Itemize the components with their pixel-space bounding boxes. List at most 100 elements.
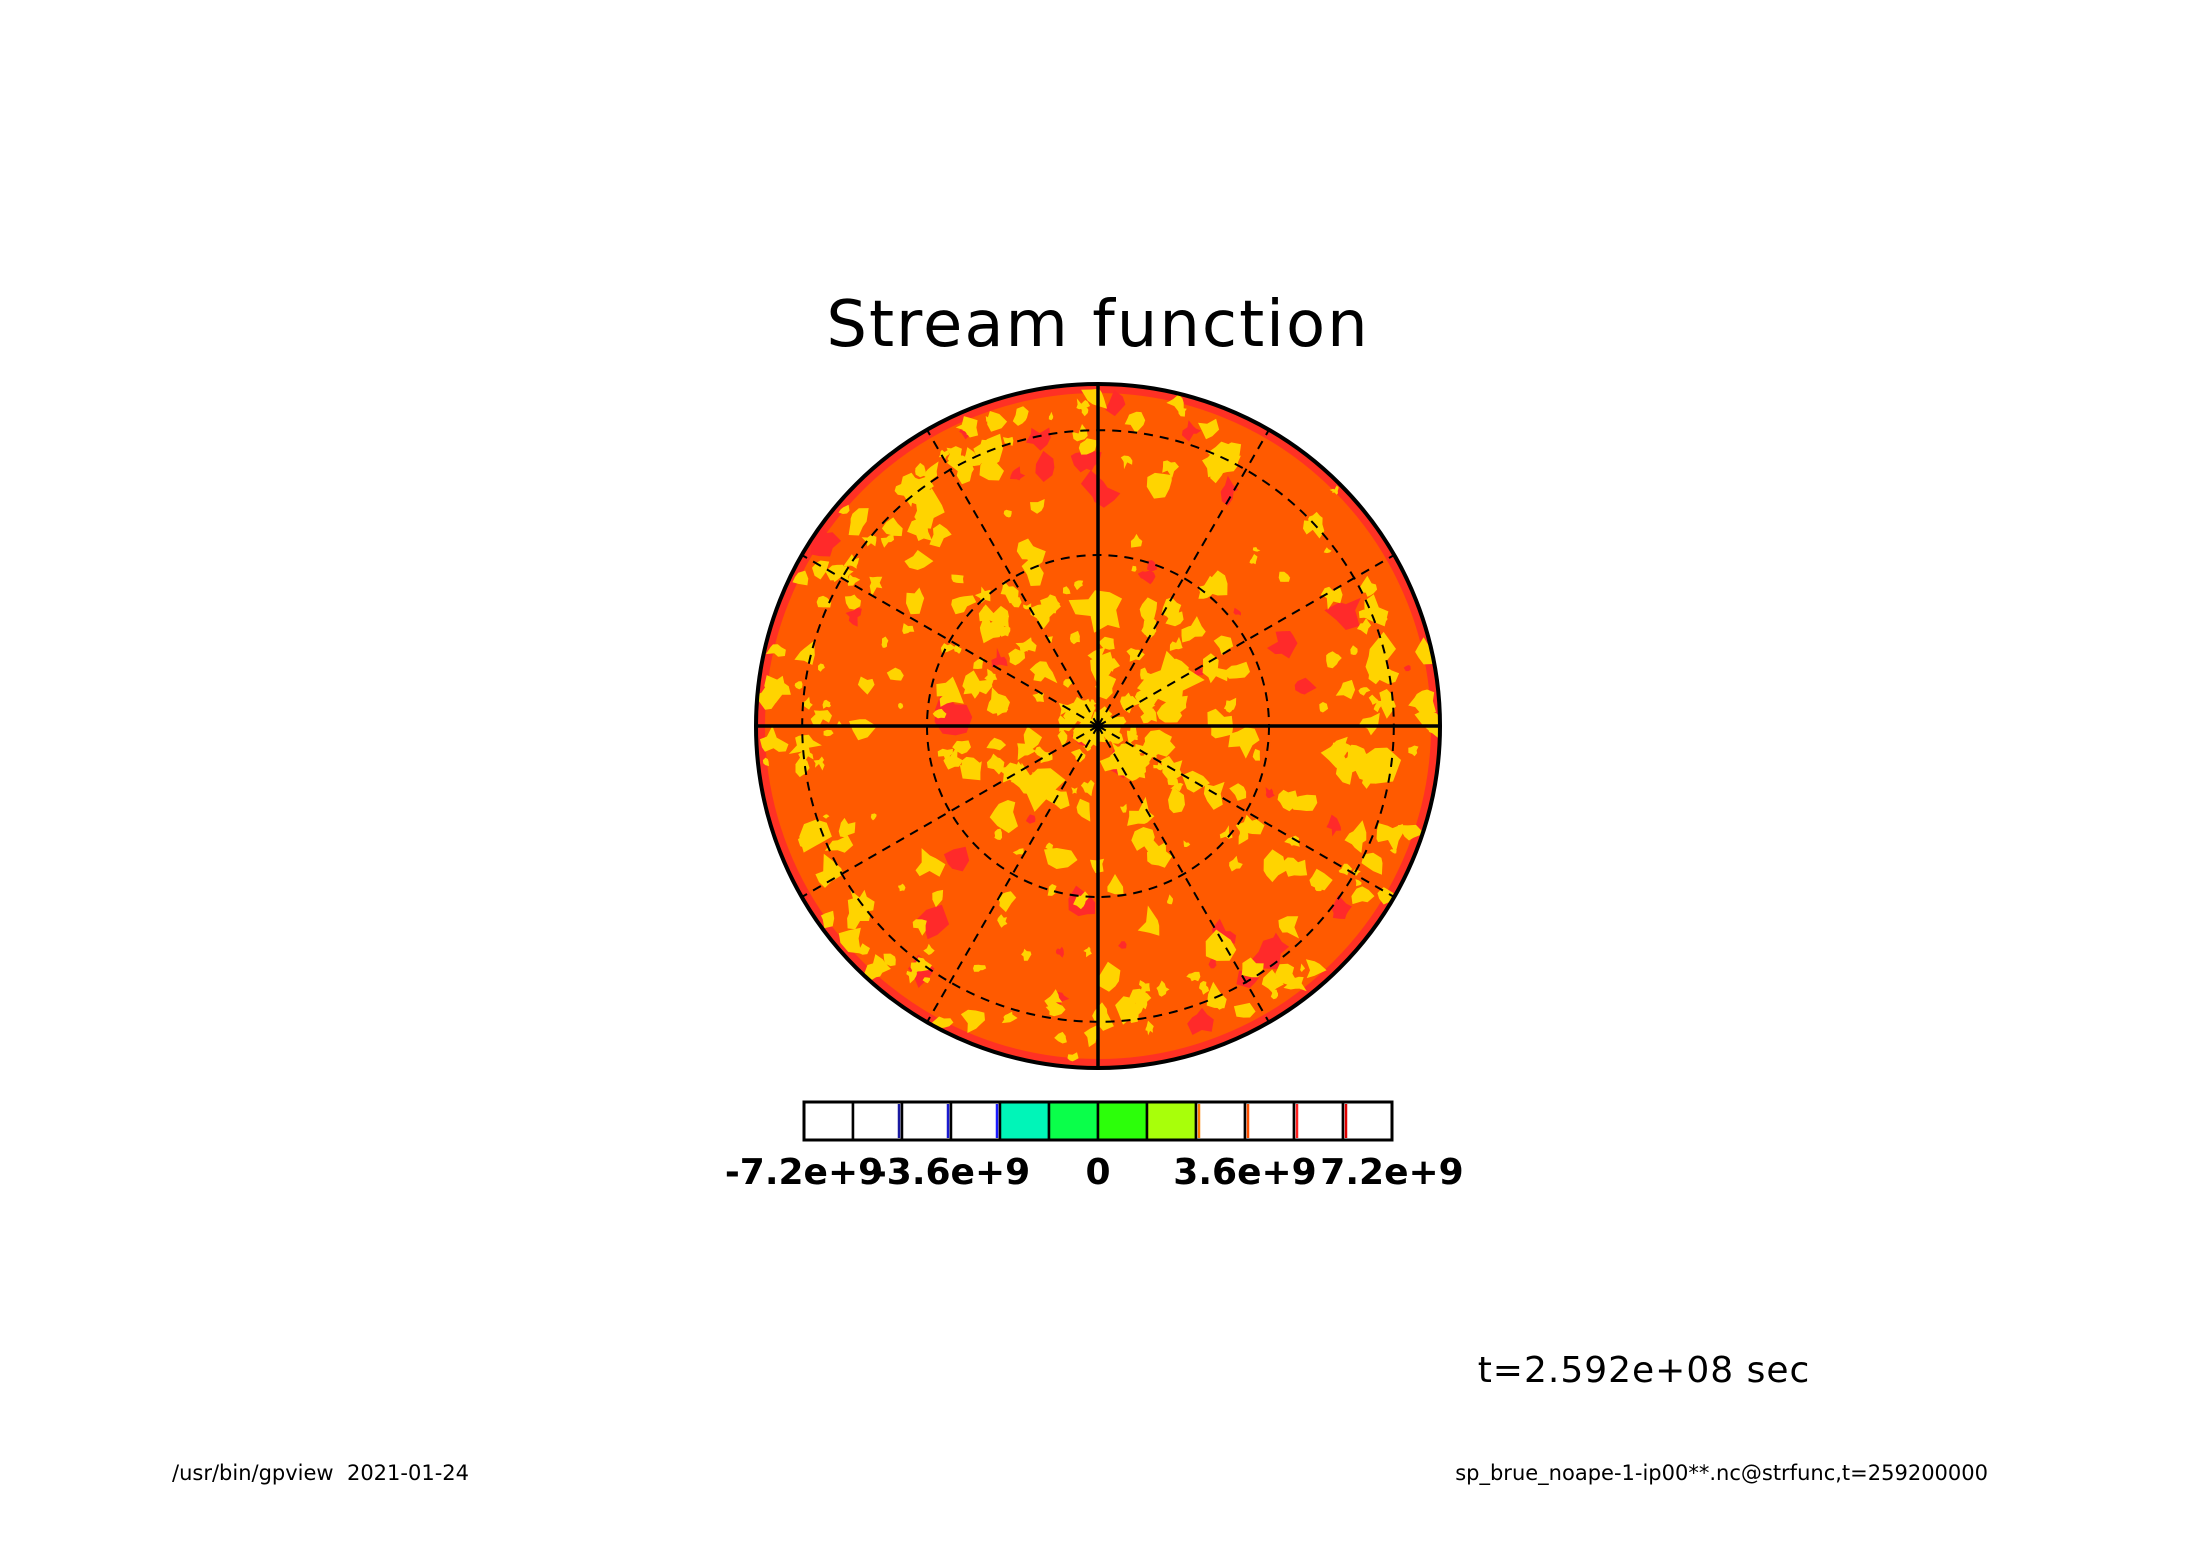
positive-patch <box>847 897 871 930</box>
positive-patch <box>869 576 883 597</box>
time-annotation: t=2.592e+08 sec <box>1478 1350 1811 1391</box>
positive-patch <box>929 523 952 548</box>
positive-patch <box>959 761 982 781</box>
positive-patch <box>1233 1002 1256 1018</box>
colorbar-tick-labels: -7.2e+9-3.6e+9 0 3.6e+9 7.2e+9 <box>725 1152 1464 1193</box>
positive-patch <box>1129 988 1152 1010</box>
positive-patch <box>838 817 856 838</box>
positive-patch <box>764 675 791 704</box>
positive-patch <box>932 708 947 719</box>
positive-patch <box>1067 1052 1079 1062</box>
positive-patch <box>1359 712 1380 736</box>
positive-patch <box>907 518 933 541</box>
negative-patch <box>1208 959 1217 969</box>
positive-patch <box>912 919 927 936</box>
positive-patch <box>1165 611 1184 627</box>
colorbar-bin <box>1341 1100 1394 1142</box>
positive-patch <box>894 472 919 507</box>
positive-patch <box>847 574 861 586</box>
negative-patch <box>991 647 1008 668</box>
positive-patch <box>1408 745 1419 757</box>
positive-patch <box>1284 835 1300 847</box>
positive-patch <box>1358 687 1371 696</box>
positive-patch <box>1035 746 1045 757</box>
positive-patch <box>792 570 809 586</box>
footer-source-file: sp_brue_noape-1-ip00**.nc@strfunc,t=2592… <box>1455 1461 1988 1486</box>
positive-patch <box>1228 727 1260 759</box>
positive-patch <box>923 461 939 481</box>
negative-patch <box>1035 450 1055 482</box>
positive-patch <box>1156 980 1170 997</box>
positive-patch <box>936 676 964 704</box>
positive-patch <box>823 729 834 737</box>
positive-patch <box>1203 575 1222 592</box>
latitude-circle <box>801 429 1395 1023</box>
positive-patch <box>759 725 789 752</box>
positive-patch <box>979 606 1005 644</box>
positive-patch <box>1350 645 1358 655</box>
negative-patch <box>1105 390 1126 417</box>
colorbar-bin <box>1145 1100 1198 1142</box>
positive-patch <box>1199 981 1210 995</box>
positive-patch <box>904 550 934 570</box>
positive-patch <box>1203 781 1225 810</box>
positive-patch <box>973 657 984 669</box>
positive-patch <box>1113 716 1127 728</box>
positive-patch <box>989 800 1018 834</box>
positive-patch <box>864 954 891 982</box>
positive-patch <box>1320 586 1343 610</box>
positive-patch <box>997 914 1008 928</box>
positive-patch <box>1167 894 1173 905</box>
positive-patch <box>1153 762 1164 771</box>
colorbar-bin <box>1292 1100 1345 1142</box>
negative-patch <box>1025 814 1036 824</box>
positive-patch <box>1054 1031 1067 1044</box>
positive-patch <box>952 740 971 755</box>
positive-patch <box>1098 961 1121 992</box>
positive-patch <box>881 636 889 648</box>
polar-map-outline <box>754 382 1442 1070</box>
positive-patch <box>1146 472 1172 499</box>
positive-patch <box>914 488 945 529</box>
positive-patch <box>850 889 875 912</box>
positive-patch <box>1415 637 1435 665</box>
positive-patch <box>1326 651 1342 669</box>
negative-patch <box>1267 631 1298 659</box>
positive-patch <box>984 668 998 689</box>
positive-patch <box>1000 580 1019 604</box>
positive-patch <box>994 828 1003 840</box>
negative-patch <box>805 518 841 557</box>
positive-patch <box>1162 460 1179 478</box>
positive-patch <box>1278 571 1291 582</box>
positive-patch <box>1275 963 1297 985</box>
positive-patch <box>1338 863 1353 876</box>
positive-patch <box>898 883 906 892</box>
positive-patch <box>1124 411 1146 434</box>
negative-patch <box>1055 946 1064 958</box>
positive-patch <box>1016 538 1046 568</box>
positive-patch <box>1314 885 1323 892</box>
colorbar-tick-label: 7.2e+9 <box>1320 1152 1463 1193</box>
positive-patch <box>1357 618 1372 635</box>
positive-patch <box>973 964 987 972</box>
positive-patch <box>960 1009 985 1033</box>
positive-patch <box>1072 424 1088 442</box>
positive-patch <box>1207 708 1234 739</box>
positive-patch <box>810 710 832 727</box>
positive-patch <box>1377 887 1394 905</box>
positive-patch <box>1414 709 1440 739</box>
positive-patch <box>1320 736 1348 769</box>
positive-patch <box>1145 1020 1154 1036</box>
positive-patch <box>1323 547 1332 554</box>
negative-patch <box>1181 420 1202 442</box>
negative-patch <box>1326 814 1342 837</box>
colorbar-bin <box>802 1100 855 1142</box>
positive-patch <box>1120 803 1127 813</box>
positive-patch <box>1085 712 1092 719</box>
positive-patch <box>932 889 944 908</box>
positive-patch <box>820 910 835 929</box>
positive-patch <box>1029 661 1058 684</box>
positive-patch <box>1335 679 1356 700</box>
positive-patch <box>974 586 991 604</box>
